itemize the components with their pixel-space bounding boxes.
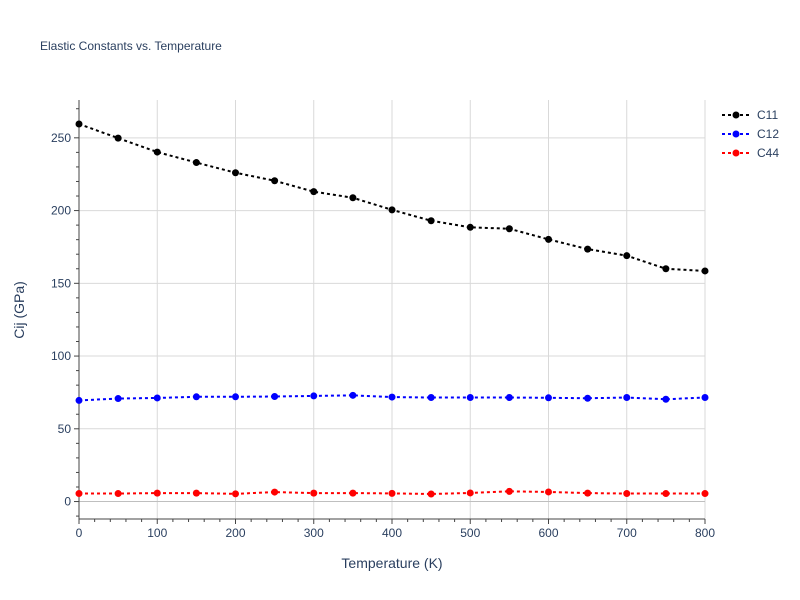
data-point[interactable] — [349, 489, 357, 497]
legend-label: C12 — [757, 127, 779, 141]
data-point[interactable] — [427, 394, 435, 402]
data-point[interactable] — [192, 489, 200, 497]
data-point[interactable] — [192, 393, 200, 401]
series-layer — [75, 120, 709, 498]
data-point[interactable] — [232, 169, 239, 177]
data-point[interactable] — [310, 489, 318, 497]
x-tick-label: 300 — [304, 526, 324, 540]
data-point[interactable] — [662, 490, 670, 498]
axes: 0 100 200 300 400 500 600 700 800 0 50 100 150 200 250 — [51, 100, 715, 540]
x-tick-label: 100 — [147, 526, 167, 540]
series-c11 — [75, 120, 709, 275]
data-point[interactable] — [388, 489, 396, 497]
y-axis-title: Cij (GPa) — [11, 281, 27, 339]
data-point[interactable] — [271, 393, 279, 401]
data-point[interactable] — [114, 490, 122, 498]
data-point[interactable] — [662, 395, 670, 403]
data-point[interactable] — [153, 148, 161, 156]
y-tick-label: 200 — [51, 204, 71, 218]
series-c12 — [75, 391, 709, 404]
legend-label: C11 — [757, 108, 778, 122]
x-tick-label: 700 — [617, 526, 637, 540]
y-tick-label: 0 — [64, 495, 71, 509]
data-point[interactable] — [75, 120, 83, 128]
x-tick-label: 800 — [695, 526, 715, 540]
x-tick-label: 500 — [460, 526, 480, 540]
data-point[interactable] — [310, 188, 318, 196]
data-point[interactable] — [545, 235, 552, 243]
data-point[interactable] — [310, 392, 318, 400]
data-point[interactable] — [505, 225, 513, 233]
data-point[interactable] — [388, 393, 396, 401]
data-point[interactable] — [114, 134, 122, 142]
data-point[interactable] — [271, 177, 279, 185]
data-point[interactable] — [466, 489, 474, 497]
data-point[interactable] — [153, 489, 161, 497]
data-point[interactable] — [623, 394, 631, 402]
data-point[interactable] — [192, 159, 200, 167]
data-point[interactable] — [701, 394, 709, 402]
data-point[interactable] — [623, 490, 631, 498]
x-tick-label: 200 — [225, 526, 245, 540]
legend-label: C44 — [757, 146, 779, 160]
data-point[interactable] — [349, 194, 357, 202]
data-point[interactable] — [584, 489, 592, 497]
data-point[interactable] — [349, 391, 357, 399]
y-tick-label: 50 — [58, 422, 72, 436]
data-point[interactable] — [153, 394, 161, 402]
grid — [78, 100, 706, 519]
data-point[interactable] — [584, 394, 592, 402]
legend-item-c44[interactable]: C44 — [722, 146, 779, 160]
data-point[interactable] — [75, 396, 83, 404]
x-tick-label: 0 — [76, 526, 83, 540]
legend-marker — [732, 111, 740, 119]
data-point[interactable] — [701, 267, 709, 275]
legend-item-c12[interactable]: C12 — [722, 127, 779, 141]
data-point[interactable] — [427, 217, 435, 225]
x-axis-title: Temperature (K) — [341, 555, 442, 571]
legend-marker — [732, 130, 740, 138]
y-tick-label: 250 — [51, 131, 71, 145]
data-point[interactable] — [232, 490, 239, 498]
chart-title: Elastic Constants vs. Temperature — [40, 39, 222, 53]
data-point[interactable] — [466, 223, 474, 231]
data-point[interactable] — [466, 394, 474, 402]
data-point[interactable] — [271, 488, 279, 496]
data-point[interactable] — [427, 490, 435, 498]
data-point[interactable] — [388, 206, 396, 214]
data-point[interactable] — [545, 394, 552, 402]
data-point[interactable] — [232, 393, 239, 401]
data-point[interactable] — [545, 488, 552, 496]
data-point[interactable] — [701, 490, 709, 498]
x-tick-label: 400 — [382, 526, 402, 540]
data-point[interactable] — [75, 490, 83, 498]
legend-marker — [732, 149, 740, 157]
data-point[interactable] — [505, 394, 513, 402]
y-tick-label: 150 — [51, 276, 71, 290]
series-c44 — [75, 487, 709, 498]
data-point[interactable] — [662, 265, 670, 273]
data-point[interactable] — [505, 487, 513, 495]
y-tick-label: 100 — [51, 349, 71, 363]
x-tick-label: 600 — [538, 526, 558, 540]
data-point[interactable] — [623, 252, 631, 260]
data-point[interactable] — [584, 245, 592, 253]
legend[interactable]: C11 C12 C44 — [722, 108, 779, 160]
legend-item-c11[interactable]: C11 — [722, 108, 778, 122]
data-point[interactable] — [114, 395, 122, 403]
